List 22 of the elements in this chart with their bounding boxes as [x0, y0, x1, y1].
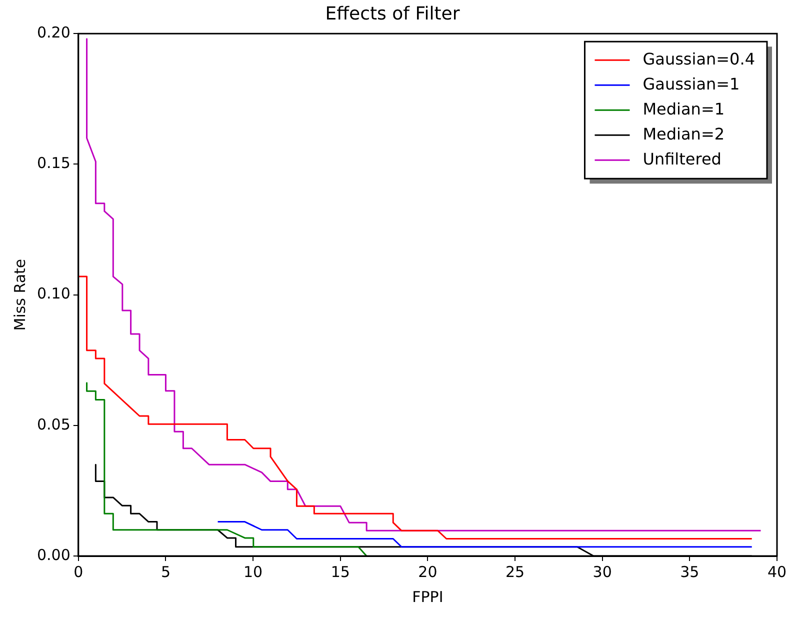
x-tick-label: 25	[505, 562, 525, 581]
x-tick-label: 5	[160, 562, 170, 581]
y-tick-label: 0.15	[36, 154, 70, 172]
chart-title: Effects of Filter	[325, 3, 460, 24]
x-tick-label: 15	[330, 562, 350, 581]
legend-label: Median=2	[642, 124, 725, 144]
x-tick-label: 10	[244, 562, 263, 581]
x-tick-label: 40	[767, 562, 787, 581]
legend-label: Gaussian=1	[642, 74, 740, 94]
x-axis-title: FPPI	[412, 588, 444, 606]
y-axis-title: Miss Rate	[10, 258, 29, 331]
y-tick-label: 0.20	[36, 23, 70, 42]
y-tick-label: 0.10	[36, 284, 70, 303]
x-tick-label: 30	[592, 562, 612, 581]
legend-label: Median=1	[642, 99, 725, 118]
y-tick-label: 0.00	[36, 546, 70, 564]
x-tick-label: 0	[74, 562, 84, 581]
x-tick-label: 35	[680, 562, 700, 581]
legend-label: Unfiltered	[642, 149, 722, 168]
y-tick-label: 0.05	[36, 415, 70, 434]
legend-label: Gaussian=0.4	[642, 49, 756, 68]
x-tick-label: 20	[418, 562, 438, 581]
